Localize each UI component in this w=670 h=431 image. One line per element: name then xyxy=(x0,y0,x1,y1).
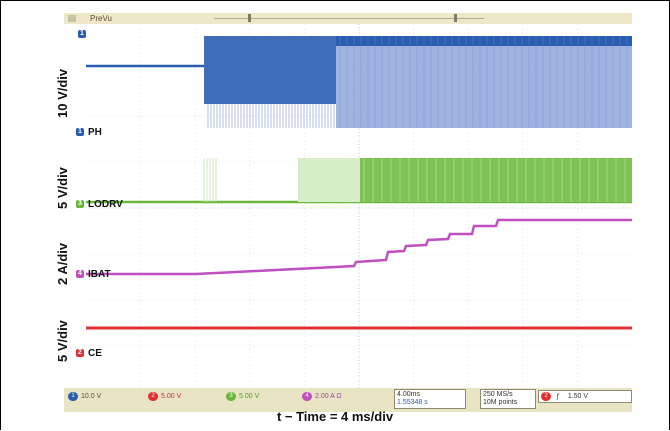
lodrv-channel-label: LODRV xyxy=(88,199,123,210)
ch1-top-marker-icon: 1 xyxy=(78,30,86,38)
ch1-setting[interactable]: 1 10.0 V xyxy=(68,391,101,402)
waveform-ibat xyxy=(86,218,632,276)
ch1-ground-marker-icon[interactable]: 1 xyxy=(76,128,84,136)
ch2-badge-icon: 2 xyxy=(148,391,158,401)
preview-label: PreVu xyxy=(90,14,112,23)
ch2-setting[interactable]: 2 5.00 V xyxy=(148,391,181,402)
ch4-setting[interactable]: 4 2.00 A Ω xyxy=(302,391,342,402)
trigger-position-marker[interactable] xyxy=(248,14,251,22)
ch2-ground-marker-icon[interactable]: 2 xyxy=(76,349,84,357)
trigger-level-value: 1.50 V xyxy=(567,393,589,401)
ch3-ground-marker-icon[interactable]: 3 xyxy=(76,200,84,208)
ch4-ground-marker-icon[interactable]: 4 xyxy=(76,270,84,278)
scope-top-bar: PreVu xyxy=(64,13,632,24)
waveform-canvas xyxy=(86,24,632,392)
ch1-badge-icon: 1 xyxy=(68,391,78,401)
ph-high-level xyxy=(336,36,632,46)
record-view-line xyxy=(214,18,484,19)
ch3-badge-icon: 3 xyxy=(226,391,236,401)
sample-rate-value: 250 MS/s xyxy=(483,391,513,398)
ph-switching-envelope xyxy=(336,36,632,128)
tek-logo-icon xyxy=(68,15,76,22)
acquisition-box[interactable]: 250 MS/s 10M points xyxy=(480,389,536,409)
ph-scale-label: 10 V/div xyxy=(55,68,70,118)
lodrv-light-burst xyxy=(298,158,360,202)
scope-display xyxy=(86,24,632,392)
ch4-badge-icon: 4 xyxy=(302,391,312,401)
timebase-box[interactable]: 4.00ms 1.55348 s xyxy=(394,389,466,409)
offset-value: 1.55348 s xyxy=(397,399,428,406)
ch1-setting-value: 10.0 V xyxy=(81,393,102,400)
ph-channel-label: PH xyxy=(88,127,102,138)
waveform-ph xyxy=(86,36,632,128)
ch3-setting-value: 5.00 V xyxy=(239,393,260,400)
lodrv-scale-label: 5 V/div xyxy=(55,167,70,209)
trigger-slope-icon: ƒ xyxy=(555,393,560,401)
trigger-box[interactable]: 2 ƒ 1.50 V xyxy=(538,390,632,404)
lodrv-dense-burst xyxy=(360,158,632,202)
ce-channel-label: CE xyxy=(88,348,102,359)
timebase-value: 4.00ms xyxy=(397,391,420,398)
trigger-channel-icon: 2 xyxy=(541,392,551,401)
ibat-channel-label: IBAT xyxy=(88,269,111,280)
x-axis-label: t − Time = 4 ms/div xyxy=(276,409,394,424)
scope-status-bar: 1 10.0 V 2 5.00 V 3 5.00 V 4 2.00 A Ω 4.00ms… xyxy=(64,388,632,412)
waveform-lodrv xyxy=(86,158,632,204)
record-length-value: 10M points xyxy=(483,399,518,406)
ce-scale-label: 5 V/div xyxy=(55,320,70,362)
ibat-scale-label: 2 A/div xyxy=(55,242,70,285)
record-window-marker[interactable] xyxy=(454,14,457,22)
ibat-staircase-trace xyxy=(86,218,632,276)
ch4-setting-value: 2.00 A Ω xyxy=(315,393,342,400)
ch3-setting[interactable]: 3 5.00 V xyxy=(226,391,259,402)
ch2-setting-value: 5.00 V xyxy=(161,393,182,400)
